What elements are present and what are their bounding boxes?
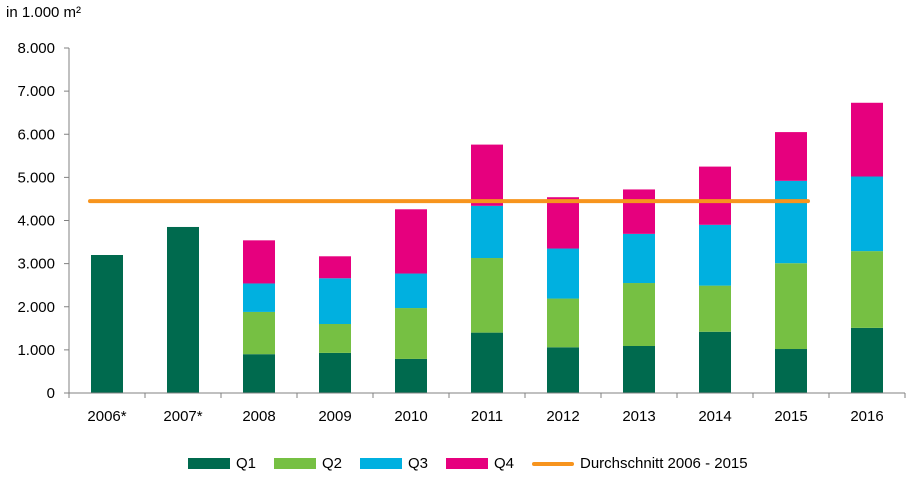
y-tick-label: 1.000 bbox=[17, 342, 55, 359]
bar-segment-q1 bbox=[319, 352, 351, 393]
x-tick-label: 2011 bbox=[471, 408, 503, 425]
bar-segment-q2 bbox=[775, 263, 807, 350]
bar-segment-q4 bbox=[471, 144, 503, 206]
bar-segment-q3 bbox=[395, 273, 427, 309]
x-tick-label: 2006* bbox=[87, 408, 126, 425]
y-tick-label: 3.000 bbox=[17, 256, 55, 273]
y-tick-label: 0 bbox=[47, 385, 55, 402]
bar-segment-q1 bbox=[775, 349, 807, 393]
x-tick-label: 2013 bbox=[622, 408, 655, 425]
bar-segment-q2 bbox=[623, 283, 655, 346]
x-tick-label: 2015 bbox=[774, 408, 807, 425]
legend-label-q4: Q4 bbox=[494, 455, 515, 472]
legend-item-q4: Q4 bbox=[446, 455, 514, 472]
bar-segment-q1 bbox=[471, 332, 503, 393]
bar-segment-q4 bbox=[623, 189, 655, 234]
bar-segment-q1 bbox=[851, 327, 883, 393]
y-tick-label: 7.000 bbox=[17, 83, 55, 100]
stacked-bar-chart: 0 1.000 2.000 3.000 4.000 5.000 6.000 7.000 8.00… bbox=[17, 40, 906, 425]
bar-segment-q1 bbox=[547, 347, 579, 393]
y-tick-label: 5.000 bbox=[17, 169, 55, 186]
bar-segment-q2 bbox=[699, 285, 731, 332]
bar-segment-q4 bbox=[851, 102, 883, 177]
bar-segment-q1 bbox=[395, 358, 427, 393]
legend-swatch-q2 bbox=[274, 458, 316, 469]
legend: Q1 Q2 Q3 Q4 Durchschnitt 2006 - 2015 bbox=[0, 455, 907, 479]
bar-segment-q3 bbox=[623, 233, 655, 284]
legend-swatch-q1 bbox=[188, 458, 230, 469]
bar-segment-q3 bbox=[775, 180, 807, 264]
bar-segment-q2 bbox=[471, 258, 503, 333]
bar-segment-q4 bbox=[395, 209, 427, 274]
bar-segment-q3 bbox=[699, 224, 731, 286]
bar-segment-q4 bbox=[243, 240, 275, 284]
bar-segment-q2 bbox=[851, 251, 883, 328]
bar-segment-q2 bbox=[243, 311, 275, 355]
bar-segment-q3 bbox=[243, 283, 275, 312]
bar-segment-q1 bbox=[699, 331, 731, 393]
bar-segment-q2 bbox=[319, 324, 351, 353]
legend-label-q1: Q1 bbox=[236, 455, 257, 472]
legend-label-q2: Q2 bbox=[322, 455, 343, 472]
y-tick-label: 4.000 bbox=[17, 213, 55, 230]
bars-group bbox=[91, 102, 883, 393]
bar-segment-q3 bbox=[319, 278, 351, 324]
x-tick-label: 2010 bbox=[394, 408, 427, 425]
legend-swatch-q4 bbox=[446, 458, 488, 469]
bar-segment-q4 bbox=[699, 166, 731, 225]
bar-segment-q2 bbox=[395, 308, 427, 359]
x-tick-label: 2012 bbox=[546, 408, 579, 425]
x-tick-label: 2008 bbox=[242, 408, 275, 425]
y-axis-unit-label: in 1.000 m² bbox=[6, 4, 82, 21]
y-tick-label: 8.000 bbox=[17, 40, 55, 57]
bar-segment-q1 bbox=[167, 226, 199, 393]
bar-segment-q3 bbox=[547, 248, 579, 299]
bar-segment-q1 bbox=[91, 255, 123, 393]
y-tick-label: 2.000 bbox=[17, 299, 55, 316]
bar-segment-q1 bbox=[623, 345, 655, 393]
x-tick-label: 2014 bbox=[698, 408, 731, 425]
legend-item-q1: Q1 bbox=[188, 455, 256, 472]
x-tick-label: 2016 bbox=[850, 408, 883, 425]
bar-segment-q3 bbox=[471, 205, 503, 259]
legend-swatch-q3 bbox=[360, 458, 402, 469]
bar-segment-q4 bbox=[775, 132, 807, 181]
x-axis: 2006* 2007* 2008 2009 2010 2011 2012 2013 2014 20… bbox=[68, 392, 906, 425]
y-axis: 0 1.000 2.000 3.000 4.000 5.000 6.000 7.000 8.00… bbox=[17, 40, 70, 402]
bar-segment-q4 bbox=[547, 197, 579, 249]
bar-segment-q3 bbox=[851, 176, 883, 252]
legend-label-average: Durchschnitt 2006 - 2015 bbox=[580, 455, 748, 472]
bar-segment-q2 bbox=[547, 298, 579, 348]
legend-item-q2: Q2 bbox=[274, 455, 342, 472]
bar-segment-q4 bbox=[319, 256, 351, 279]
y-tick-label: 6.000 bbox=[17, 126, 55, 143]
legend-label-q3: Q3 bbox=[408, 455, 429, 472]
bar-segment-q1 bbox=[243, 354, 275, 393]
legend-item-average: Durchschnitt 2006 - 2015 bbox=[532, 455, 748, 472]
x-tick-label: 2007* bbox=[163, 408, 202, 425]
legend-item-q3: Q3 bbox=[360, 455, 428, 472]
legend-swatch-average bbox=[532, 461, 574, 466]
x-tick-label: 2009 bbox=[318, 408, 351, 425]
